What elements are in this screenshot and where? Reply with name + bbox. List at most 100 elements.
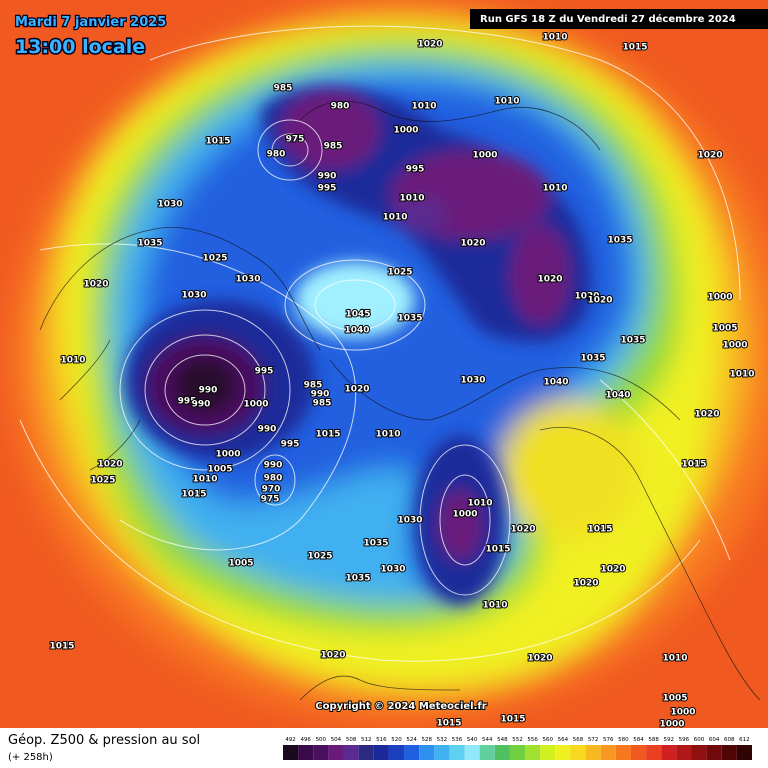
colorbar-label: 528 <box>421 737 432 743</box>
isobar-label: 1030 <box>235 275 260 285</box>
isobar-label: 1020 <box>537 275 562 285</box>
colorbar-swatch <box>600 745 616 760</box>
isobar-label: 985 <box>274 84 293 94</box>
isobars <box>19 25 741 662</box>
isobar-label: 1010 <box>494 97 519 107</box>
isobar-label: 1005 <box>712 324 737 334</box>
colorbar-swatch <box>343 745 359 760</box>
isobar-label: 985 <box>324 142 343 152</box>
isobar-label: 980 <box>264 474 283 484</box>
isobar-label: 1020 <box>344 385 369 395</box>
isobar-label: 1000 <box>707 293 732 303</box>
colorbar-label: 532 <box>437 737 448 743</box>
colorbar-label: 552 <box>512 737 523 743</box>
isobar-label: 1020 <box>320 651 345 661</box>
isobar-label: 1040 <box>344 326 369 336</box>
colorbar-label: 600 <box>694 737 705 743</box>
isobar-label: 1000 <box>722 341 747 351</box>
colorbar-swatch <box>615 745 631 760</box>
isobar-label: 985 <box>313 399 332 409</box>
isobar-label: 1030 <box>157 200 182 210</box>
colorbar-label: 516 <box>376 737 387 743</box>
colorbar-swatch <box>298 745 314 760</box>
isobar-label: 1010 <box>399 194 424 204</box>
isobar-label: 970 <box>262 485 281 495</box>
colorbar-label: 524 <box>406 737 417 743</box>
colorbar-label: 556 <box>527 737 538 743</box>
isobar-label: 1015 <box>587 525 612 535</box>
isobar-label: 1015 <box>436 719 461 729</box>
isobar-label: 1015 <box>181 490 206 500</box>
colorbar-swatch <box>373 745 389 760</box>
colorbar-label: 500 <box>316 737 327 743</box>
colorbar-swatch <box>494 745 510 760</box>
colorbar-swatch <box>585 745 601 760</box>
isobar-label: 1000 <box>393 126 418 136</box>
colorbar-label: 612 <box>739 737 750 743</box>
isobar-label: 1010 <box>542 184 567 194</box>
isobar-label: 995 <box>406 165 425 175</box>
colorbar-swatch <box>691 745 707 760</box>
isobar-label: 1020 <box>697 151 722 161</box>
colorbar-swatch <box>706 745 722 760</box>
isobar-label: 1010 <box>729 370 754 380</box>
isobar-label: 1005 <box>228 559 253 569</box>
isobar-label: 1035 <box>580 354 605 364</box>
colorbar-label: 580 <box>618 737 629 743</box>
isobar-label: 990 <box>264 461 283 471</box>
isobar-label: 1000 <box>472 151 497 161</box>
isobar-label: 995 <box>318 184 337 194</box>
colorbar-swatch <box>358 745 374 760</box>
isobar-label: 1030 <box>181 291 206 301</box>
isobar-label: 985 <box>304 381 323 391</box>
isobar-label: 1035 <box>137 239 162 249</box>
colorbar-swatch <box>479 745 495 760</box>
colorbar-label: 584 <box>633 737 644 743</box>
isobar-label: 1020 <box>573 579 598 589</box>
isobar-label: 1020 <box>460 239 485 249</box>
isobar-label: 1010 <box>382 213 407 223</box>
isobar-label: 1020 <box>587 296 612 306</box>
isobar-label: 1035 <box>607 236 632 246</box>
colorbar-label: 576 <box>603 737 614 743</box>
colorbar-swatch <box>509 745 526 760</box>
isobar-label: 1010 <box>482 601 507 611</box>
isobar-label: 1005 <box>207 465 232 475</box>
colorbar-label: 560 <box>543 737 554 743</box>
isobar-label: 1010 <box>60 356 85 366</box>
isobar-label: 1020 <box>510 525 535 535</box>
colorbar-label: 548 <box>497 737 508 743</box>
isobar-label: 1020 <box>97 460 122 470</box>
colorbar-swatch <box>630 745 647 760</box>
colorbar-swatch <box>388 745 405 760</box>
isobar-label: 1000 <box>452 510 477 520</box>
isobar-label: 1000 <box>659 720 684 730</box>
isobar-label: 1025 <box>202 254 227 264</box>
colorbar-label: 492 <box>285 737 296 743</box>
colorbar-label: 544 <box>482 737 493 743</box>
isobar-label: 1015 <box>205 137 230 147</box>
colorbar-swatch <box>464 745 480 760</box>
colorbar-label: 504 <box>331 737 342 743</box>
run-box <box>470 9 768 29</box>
isobar-label: 1000 <box>670 708 695 718</box>
isobar-label: 1030 <box>397 516 422 526</box>
isobar-label: 1010 <box>467 499 492 509</box>
isobar-label: 1020 <box>600 565 625 575</box>
isobar-label: 1025 <box>90 476 115 486</box>
isobar-label: 1035 <box>397 314 422 324</box>
isobar-label: 1015 <box>500 715 525 725</box>
lead-time: (+ 258h) <box>8 752 53 763</box>
isobar-label: 990 <box>318 172 337 182</box>
isobar-label: 990 <box>192 400 211 410</box>
caption: Géop. Z500 & pression au sol <box>8 733 200 748</box>
colorbar-swatch <box>434 745 450 760</box>
colorbar-swatch <box>283 745 299 760</box>
colorbar-swatch <box>328 745 344 760</box>
isobar-label: 975 <box>261 495 280 505</box>
colorbar-swatch <box>449 745 465 760</box>
isobar-label: 1030 <box>380 565 405 575</box>
coastlines <box>39 100 761 701</box>
colorbar-swatch <box>313 745 329 760</box>
